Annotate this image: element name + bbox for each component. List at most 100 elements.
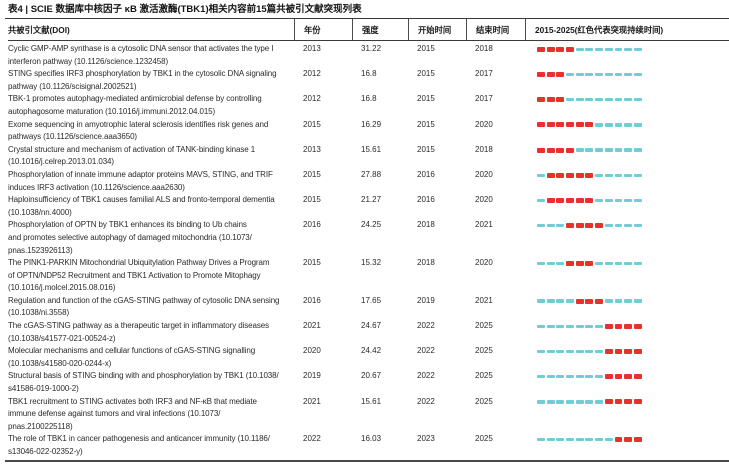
base-year-segment <box>604 173 613 177</box>
end-year-cell: 2020 <box>475 258 493 268</box>
base-year-segment <box>585 72 594 77</box>
base-year-segment <box>546 349 555 354</box>
end-year-cell: 2017 <box>475 94 493 104</box>
base-year-segment <box>537 261 545 266</box>
reference-cell: Structural basis of STING binding with a… <box>8 371 279 394</box>
base-year-segment <box>633 72 642 77</box>
base-year-segment <box>537 324 545 329</box>
year-cell: 2016 <box>303 220 321 230</box>
reference-cell: Cyclic GMP-AMP synthase is a cytosolic D… <box>8 44 274 66</box>
strength-cell: 24.25 <box>361 220 382 230</box>
base-year-segment <box>585 97 594 102</box>
year-cell: 2016 <box>303 295 321 305</box>
base-year-segment <box>585 375 594 379</box>
strength-cell: 16.03 <box>361 434 382 444</box>
base-year-segment <box>537 349 545 354</box>
base-year-segment <box>556 223 565 228</box>
year-cell: 2019 <box>303 371 321 381</box>
base-year-segment <box>575 400 584 404</box>
base-year-segment <box>604 97 613 102</box>
strength-cell: 15.61 <box>361 144 382 154</box>
base-year-segment <box>546 324 555 329</box>
base-year-segment <box>575 148 584 152</box>
burst-year-segment <box>633 323 642 329</box>
base-year-segment <box>624 72 633 77</box>
base-year-segment <box>595 375 604 379</box>
burst-year-segment <box>556 46 565 52</box>
burst-year-segment <box>575 260 584 266</box>
base-year-segment <box>537 299 545 303</box>
base-year-segment <box>585 438 594 442</box>
end-year-cell: 2021 <box>475 295 493 305</box>
base-year-segment <box>604 223 613 228</box>
reference-cell: Haploinsufficiency of TBK1 causes famili… <box>8 195 275 217</box>
base-year-segment <box>614 299 623 303</box>
base-year-segment <box>556 400 565 404</box>
base-year-segment <box>624 198 633 203</box>
base-year-segment <box>595 198 604 203</box>
header-begin-label: 开始时间 <box>418 24 452 35</box>
end-year-cell: 2018 <box>475 144 493 154</box>
base-year-segment <box>604 261 613 266</box>
table-row: The cGAS-STING pathway as a therapeutic … <box>8 320 729 345</box>
base-year-segment <box>546 400 555 404</box>
base-year-segment <box>604 299 613 303</box>
base-year-segment <box>595 47 604 51</box>
burst-year-segment <box>575 197 584 203</box>
burst-year-segment <box>537 122 545 128</box>
table-row: Regulation and function of the cGAS-STIN… <box>8 295 729 320</box>
burst-timeline-bar <box>537 169 729 182</box>
burst-year-segment <box>595 223 604 229</box>
reference-cell: The role of TBK1 in cancer pathogenesis … <box>8 434 270 456</box>
base-year-segment <box>546 223 555 228</box>
burst-year-segment <box>546 46 555 52</box>
base-year-segment <box>566 375 574 379</box>
table-row: The PINK1-PARKIN Mitochondrial Ubiquityl… <box>8 257 729 295</box>
base-year-segment <box>595 438 604 442</box>
begin-year-cell: 2022 <box>417 321 435 331</box>
base-year-segment <box>585 47 594 51</box>
reference-cell: Phosphorylation of OPTN by TBK1 enhances… <box>8 220 252 255</box>
begin-year-cell: 2015 <box>417 144 435 154</box>
base-year-segment <box>595 261 604 266</box>
strength-cell: 31.22 <box>361 44 382 53</box>
header-end: 结束时间 <box>466 19 525 40</box>
base-year-segment <box>566 97 574 102</box>
begin-year-cell: 2023 <box>417 434 435 444</box>
paper-table-figure: 表4 | SCIE 数据库中核因子 κB 激活激酶(TBK1)相关内容前15篇共… <box>0 3 729 475</box>
burst-year-segment <box>546 172 555 178</box>
base-year-segment <box>604 198 613 203</box>
begin-year-cell: 2015 <box>417 119 435 129</box>
header-year-label: 年份 <box>304 24 321 35</box>
burst-year-segment <box>566 172 574 178</box>
burst-timeline-bar <box>537 345 729 358</box>
table-top-rule <box>5 18 729 19</box>
end-year-cell: 2025 <box>475 434 493 444</box>
burst-year-segment <box>614 374 623 380</box>
base-year-segment <box>633 299 642 303</box>
burst-year-segment <box>546 147 555 153</box>
timeline-cell <box>525 370 729 395</box>
timeline-cell <box>525 345 729 370</box>
strength-cell: 20.67 <box>361 371 382 381</box>
table-row: Crystal structure and mechanism of activ… <box>8 144 729 169</box>
timeline-cell <box>525 43 729 68</box>
timeline-cell <box>525 295 729 320</box>
table-title: 表4 | SCIE 数据库中核因子 κB 激活激酶(TBK1)相关内容前15篇共… <box>8 4 362 15</box>
timeline-cell <box>525 433 729 458</box>
burst-timeline-bar <box>537 144 729 157</box>
base-year-segment <box>537 375 545 379</box>
burst-year-segment <box>546 97 555 103</box>
burst-year-segment <box>585 298 594 304</box>
base-year-segment <box>614 148 623 152</box>
timeline-cell <box>525 257 729 295</box>
table-row: Exome sequencing in amyotrophic lateral … <box>8 119 729 144</box>
strength-cell: 16.29 <box>361 119 382 129</box>
base-year-segment <box>595 72 604 77</box>
reference-cell: TBK1 recruitment to STING activates both… <box>8 396 257 431</box>
reference-cell: Exome sequencing in amyotrophic lateral … <box>8 119 269 142</box>
reference-cell: Phosphorylation of innate immune adaptor… <box>8 169 273 192</box>
end-year-cell: 2025 <box>475 396 493 406</box>
burst-year-segment <box>566 46 574 52</box>
burst-year-segment <box>575 298 584 304</box>
